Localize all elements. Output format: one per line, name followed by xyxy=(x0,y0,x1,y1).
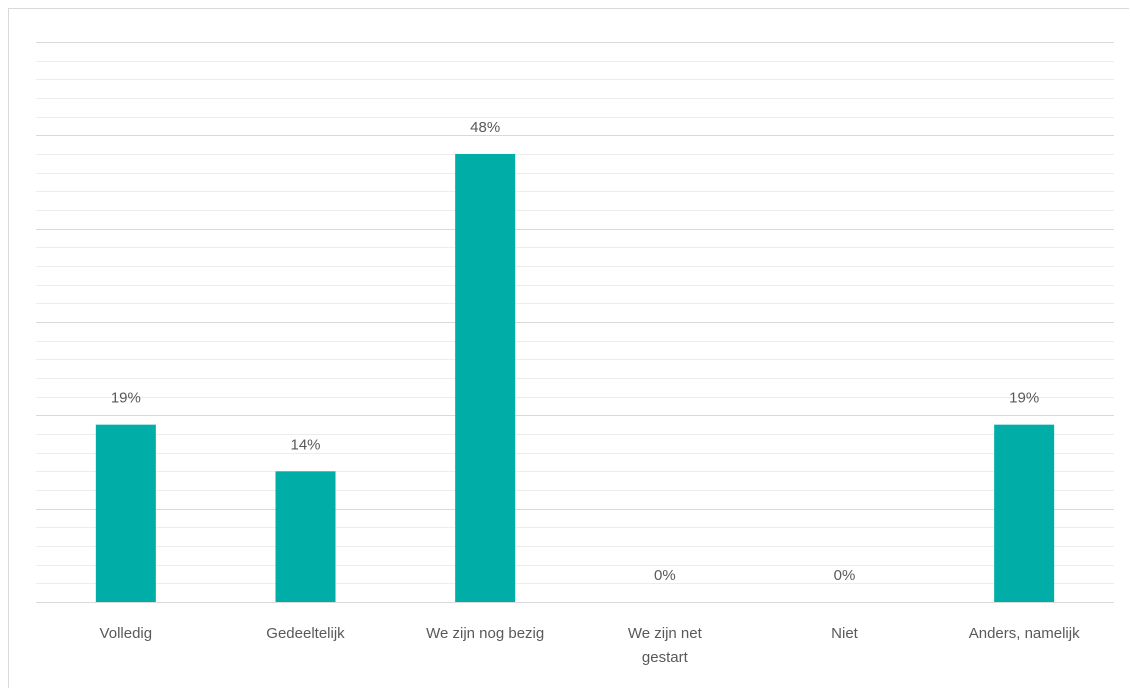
data-labels: 19% 14% 48% 0% 0% 19% xyxy=(111,119,1039,584)
category-label: Volledig xyxy=(100,625,153,642)
data-label: 0% xyxy=(654,567,676,584)
category-label: We zijn nog bezig xyxy=(426,625,544,642)
category-label: Gedeeltelijk xyxy=(266,625,345,642)
bar[interactable] xyxy=(994,424,1055,602)
bar[interactable] xyxy=(275,471,336,602)
data-label: 19% xyxy=(1009,390,1039,407)
category-label: Anders, namelijk xyxy=(969,625,1080,642)
category-labels: Volledig Gedeeltelijk We zijn nog bezig We … xyxy=(100,625,1081,666)
gridlines xyxy=(36,42,1114,603)
bar[interactable] xyxy=(455,154,516,602)
data-label: 19% xyxy=(111,390,141,407)
category-label: Niet xyxy=(831,625,859,642)
data-label: 0% xyxy=(834,567,856,584)
category-label: We zijn net gestart xyxy=(628,625,703,666)
data-label: 48% xyxy=(470,119,500,136)
bar[interactable] xyxy=(95,424,156,602)
bars xyxy=(95,154,1055,602)
chart-frame xyxy=(8,8,1129,688)
data-label: 14% xyxy=(290,436,320,453)
